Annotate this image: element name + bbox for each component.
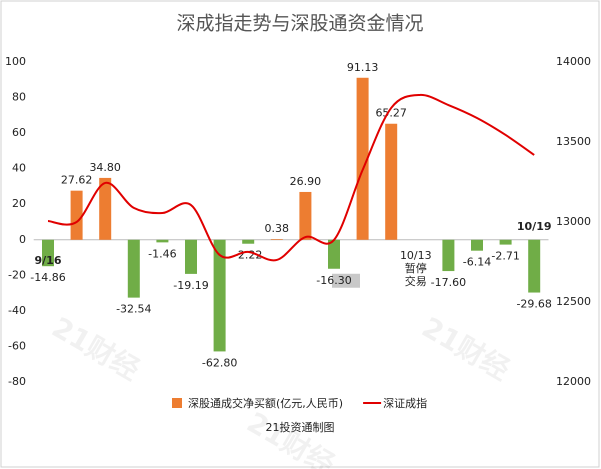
data-label: -17.60 xyxy=(431,276,466,289)
y-tick-label: 100 xyxy=(5,55,26,68)
data-label: 27.62 xyxy=(61,174,93,187)
bar xyxy=(471,239,483,251)
y-tick-label: -40 xyxy=(8,304,26,317)
bar xyxy=(270,239,283,240)
y-tick-label: -60 xyxy=(8,339,26,352)
y-tick-label: 40 xyxy=(12,162,26,175)
legend-swatch xyxy=(172,398,182,408)
bar xyxy=(156,239,169,243)
data-label: 0.38 xyxy=(265,222,290,235)
data-label: 65.27 xyxy=(375,107,407,120)
bar xyxy=(442,239,455,272)
y-tick-label: 60 xyxy=(12,126,26,139)
line xyxy=(47,93,535,262)
y2-tick-label: 13500 xyxy=(556,135,591,148)
data-label: -16.30 xyxy=(316,274,351,287)
y2-tick-label: 12000 xyxy=(556,375,591,388)
bar xyxy=(528,239,541,293)
bar xyxy=(185,239,197,274)
x-category-label: 9/16 xyxy=(35,254,62,267)
y-tick-label: 20 xyxy=(12,197,26,210)
bar xyxy=(499,239,512,245)
y-tick-label: 80 xyxy=(12,91,26,104)
y2-tick-label: 13000 xyxy=(556,215,591,228)
bar xyxy=(99,177,112,240)
label-background xyxy=(332,273,360,288)
data-label: 34.80 xyxy=(89,161,121,174)
annotation: 10/13 xyxy=(400,249,432,262)
bar xyxy=(70,190,83,240)
bar xyxy=(127,239,140,298)
y-tick-label: 0 xyxy=(19,233,26,246)
data-label: -32.54 xyxy=(116,303,151,316)
data-label: -6.14 xyxy=(463,256,491,269)
y-tick-label: -20 xyxy=(8,268,26,281)
data-label: 26.90 xyxy=(290,175,322,188)
data-label: -2.71 xyxy=(491,250,519,263)
source: 21投资通制图 xyxy=(266,420,335,434)
annotation: 交易 xyxy=(405,274,427,288)
data-label: -29.68 xyxy=(516,298,551,311)
data-label: -62.80 xyxy=(202,356,237,369)
bar xyxy=(242,239,255,244)
bar xyxy=(385,123,398,240)
annotation: 暂停 xyxy=(405,261,427,275)
bar xyxy=(299,191,312,240)
x-category-label: 10/19 xyxy=(517,220,552,233)
chart-title: 深成指走势与深股通资金情况 xyxy=(176,13,423,35)
data-label: -19.19 xyxy=(173,279,208,292)
y2-tick-label: 12500 xyxy=(556,295,591,308)
bar xyxy=(42,239,54,267)
y2-tick-label: 14000 xyxy=(556,55,591,68)
legend-label: 深股通成交净买额(亿元,人民币) xyxy=(188,396,343,410)
bar xyxy=(213,239,226,352)
legend-label: 深证成指 xyxy=(383,396,427,410)
bar xyxy=(328,239,340,269)
data-label: 91.13 xyxy=(347,61,379,74)
data-label: -14.86 xyxy=(30,271,65,284)
data-label: -2.22 xyxy=(234,249,262,262)
y-tick-label: -80 xyxy=(8,375,26,388)
data-label: -1.46 xyxy=(148,247,176,260)
bar xyxy=(356,77,369,240)
